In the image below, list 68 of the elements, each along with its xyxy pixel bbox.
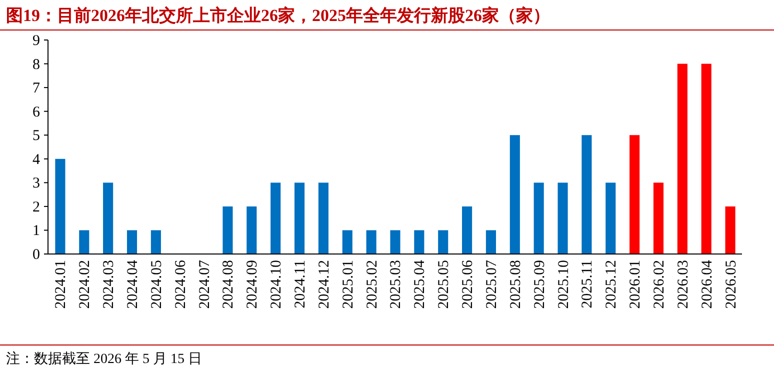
- y-tick-label: 4: [32, 152, 40, 168]
- text: 注：数据截至 2026 年 5 月 15 日: [6, 351, 202, 367]
- x-tick-label: 2024.05: [148, 260, 165, 309]
- x-tick-label: 2024.10: [268, 260, 285, 309]
- bar: [79, 230, 90, 254]
- x-tick-label: 2025.10: [556, 260, 572, 309]
- x-tick-label: 2025.06: [460, 260, 476, 309]
- x-tick-label: 2026.04: [699, 260, 716, 309]
- chart-title: 图19：目前2026年北交所上市企业26家，2025年全年发行新股26家（家）: [6, 6, 550, 25]
- x-tick-label: 2026.02: [651, 260, 668, 309]
- y-tick-label: 1: [32, 223, 40, 240]
- bar: [222, 206, 233, 254]
- bar: [630, 135, 640, 254]
- bar: [486, 230, 496, 254]
- x-tick-label: 2025.04: [412, 260, 428, 309]
- x-tick-label: 2025.07: [484, 260, 500, 309]
- x-tick-label: 2025.02: [364, 260, 380, 309]
- x-tick-label: 2024.02: [77, 260, 94, 309]
- bar: [701, 64, 712, 254]
- x-tick-label: 2024.08: [220, 260, 237, 309]
- bar: [270, 182, 281, 254]
- bar: [725, 206, 736, 254]
- bar: [438, 230, 448, 254]
- y-tick-label: 5: [32, 128, 40, 144]
- x-tick-label: 2024.11: [292, 260, 309, 308]
- x-tick-label: 2025.03: [388, 260, 404, 309]
- y-tick-label: 0: [32, 247, 40, 263]
- x-tick-label: 2024.01: [53, 260, 70, 309]
- y-tick-label: 9: [32, 33, 40, 49]
- bar: [558, 182, 568, 254]
- bar: [55, 158, 66, 254]
- bar: [150, 230, 161, 254]
- bar: [342, 230, 352, 254]
- bar: [246, 206, 257, 254]
- bar: [294, 182, 305, 254]
- x-tick-label: 2024.04: [125, 260, 141, 309]
- bar: [318, 182, 328, 254]
- bar: [582, 135, 592, 254]
- bar: [653, 182, 664, 254]
- x-tick-label: 2025.09: [532, 260, 548, 309]
- y-tick-label: 2: [32, 199, 40, 216]
- x-tick-label: 2025.05: [436, 260, 452, 309]
- x-tick-label: 2024.09: [244, 260, 261, 309]
- bar: [126, 230, 138, 254]
- x-tick-label: 2026.03: [675, 260, 692, 309]
- y-tick-label: 3: [32, 176, 40, 192]
- y-tick-label: 6: [32, 104, 40, 120]
- bar: [510, 135, 520, 254]
- x-tick-label: 2025.11: [580, 260, 596, 308]
- y-tick-label: 7: [32, 80, 40, 97]
- bar: [534, 182, 544, 254]
- bar: [462, 206, 472, 254]
- x-tick-label: 2024.07: [196, 260, 213, 309]
- x-tick-label: 2024.06: [172, 260, 189, 309]
- x-tick-label: 2024.03: [101, 260, 118, 309]
- bar: [414, 230, 424, 254]
- x-tick-label: 2025.01: [340, 260, 356, 309]
- x-tick-label: 2025.08: [508, 260, 524, 309]
- x-tick-label: 2024.12: [316, 260, 332, 309]
- bar: [606, 182, 616, 254]
- x-tick-label: 2025.12: [604, 260, 620, 309]
- x-tick-label: 2026.05: [723, 260, 740, 309]
- bar: [366, 230, 376, 254]
- x-tick-label: 2026.01: [628, 260, 644, 309]
- bar: [390, 230, 400, 254]
- bar: [677, 64, 688, 254]
- bar: [103, 182, 114, 254]
- y-tick-label: 8: [32, 56, 40, 73]
